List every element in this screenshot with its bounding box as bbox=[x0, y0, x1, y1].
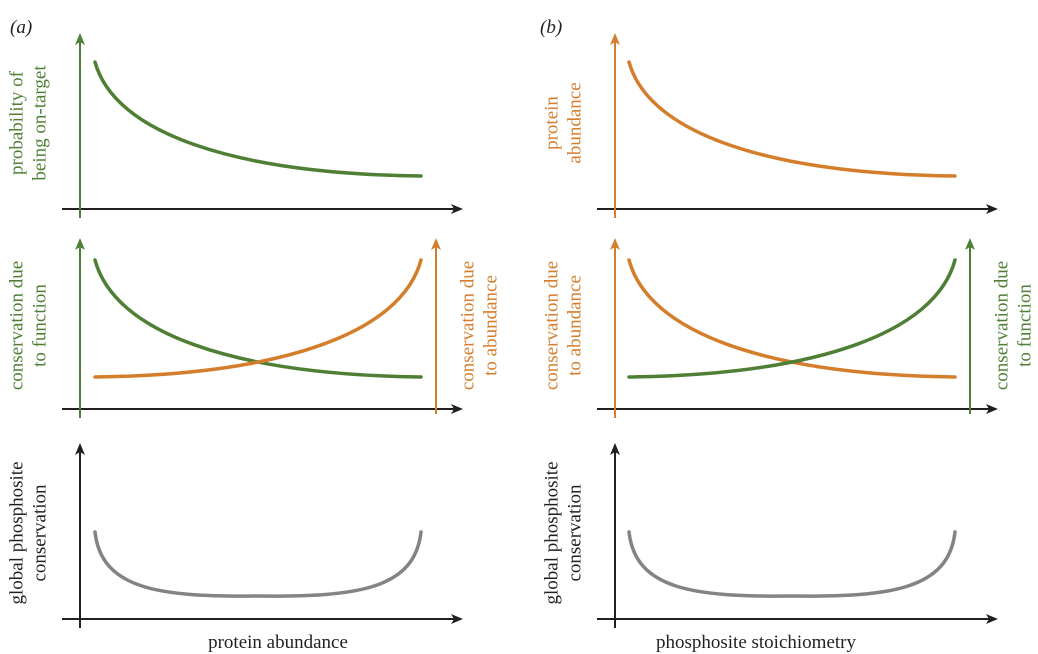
y-axis-right-label-line-2: to function bbox=[1015, 284, 1036, 367]
x-axis-arrowhead bbox=[451, 614, 463, 624]
y-axis-left-label-line-2: being on-target bbox=[30, 65, 51, 181]
y-axis-left-arrowhead bbox=[610, 33, 620, 45]
y-axis-left-label: conservation due to function bbox=[7, 261, 51, 390]
y-axis-left-label-line-2: conservation bbox=[30, 484, 51, 582]
curve-decreasing-green bbox=[93, 258, 423, 379]
panel-label-a: (a) bbox=[10, 17, 32, 38]
y-axis-left-arrowhead bbox=[610, 443, 620, 455]
curve-decreasing-orange bbox=[627, 258, 957, 379]
curve-increasing-green bbox=[627, 258, 957, 379]
y-axis-left-label: conservation due to abundance bbox=[542, 261, 586, 390]
y-axis-left-label-line-1: global phosphosite bbox=[542, 461, 563, 604]
y-axis-left-label-line-1: probability of bbox=[7, 70, 28, 175]
x-axis-arrowhead bbox=[451, 204, 463, 214]
y-axis-right-label: conservation due to abundance bbox=[458, 261, 502, 390]
y-axis-left-arrowhead bbox=[610, 238, 620, 250]
x-axis-arrowhead bbox=[986, 404, 998, 414]
y-axis-left-label-line-1: global phosphosite bbox=[7, 461, 28, 604]
panel-b-row-3 bbox=[597, 451, 990, 628]
y-axis-left-label: probability of being on-target bbox=[7, 65, 51, 181]
panel-a: (a) protein abundance bbox=[10, 17, 455, 653]
panel-a-row-3 bbox=[62, 451, 455, 628]
y-axis-right-label-line-1: conservation due bbox=[992, 261, 1013, 390]
y-axis-left-label-line-2: to abundance bbox=[565, 275, 586, 376]
y-axis-left-label: protein abundance bbox=[542, 82, 586, 163]
y-axis-left-label-line-1: protein bbox=[542, 96, 563, 150]
y-axis-right-label-line-2: to abundance bbox=[481, 275, 502, 376]
y-axis-left-label-line-1: conservation due bbox=[542, 261, 563, 390]
y-axis-left-label: global phosphosite conservation bbox=[542, 461, 586, 604]
curve-decreasing-orange bbox=[627, 60, 957, 178]
x-axis-arrowhead bbox=[986, 204, 998, 214]
x-axis-arrowhead bbox=[451, 404, 463, 414]
panel-b-row-2 bbox=[597, 246, 990, 418]
y-axis-left-label-line-1: conservation due bbox=[7, 261, 28, 390]
x-axis-arrowhead bbox=[986, 614, 998, 624]
y-axis-right-arrowhead bbox=[965, 238, 975, 250]
y-axis-left-arrowhead bbox=[75, 33, 85, 45]
y-axis-left-label-line-2: to function bbox=[30, 284, 51, 367]
y-axis-left-arrowhead bbox=[75, 443, 85, 455]
y-axis-right-arrowhead bbox=[431, 238, 441, 250]
y-axis-right-label: conservation due to function bbox=[992, 261, 1036, 390]
curve-decreasing-green bbox=[93, 60, 423, 178]
panel-a-row-1 bbox=[62, 41, 455, 218]
x-axis-label-a: protein abundance bbox=[208, 632, 348, 653]
panel-a-row-2 bbox=[62, 246, 455, 418]
x-axis-label-b: phosphosite stoichiometry bbox=[656, 632, 857, 653]
y-axis-right-label-line-1: conservation due bbox=[458, 261, 479, 390]
y-axis-left-label-line-2: abundance bbox=[565, 82, 586, 163]
panel-label-b: (b) bbox=[540, 17, 562, 38]
y-axis-left-label-line-2: conservation bbox=[565, 484, 586, 582]
panel-b: (b) phosphosite stoichiometry bbox=[540, 17, 990, 653]
curve-u-gray bbox=[93, 530, 423, 598]
curve-increasing-orange bbox=[93, 258, 423, 379]
y-axis-left-arrowhead bbox=[75, 238, 85, 250]
y-axis-left-label: global phosphosite conservation bbox=[7, 461, 51, 604]
curve-u-gray bbox=[627, 530, 957, 598]
panel-b-row-1 bbox=[597, 41, 990, 218]
